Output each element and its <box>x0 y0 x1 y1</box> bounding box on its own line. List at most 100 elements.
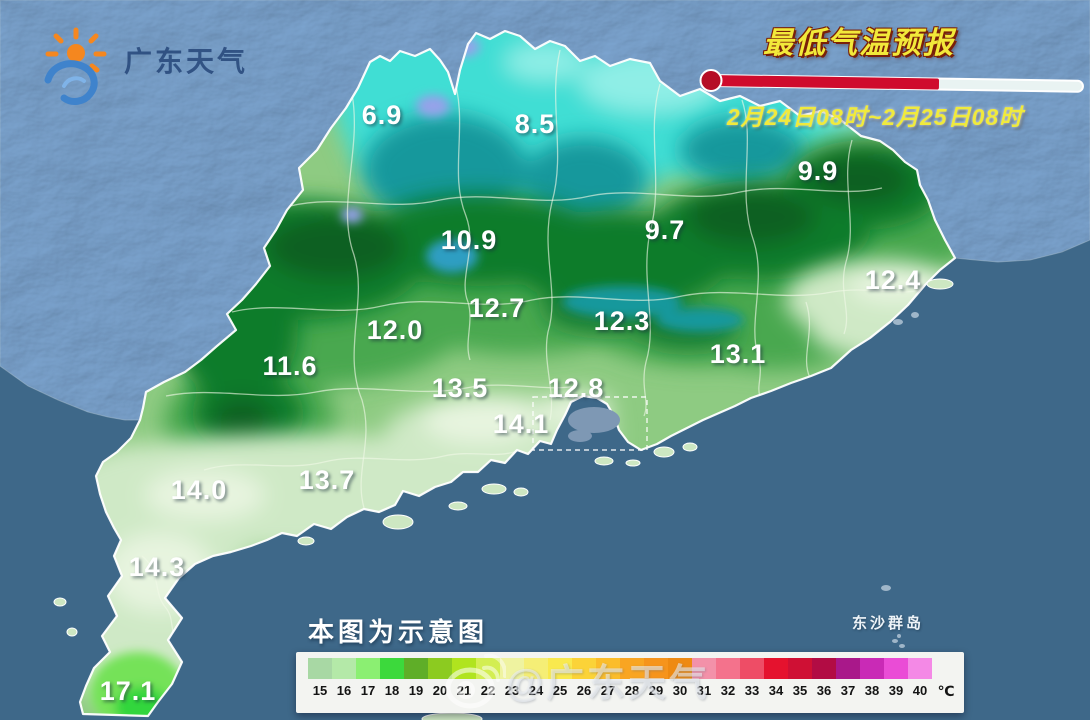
legend-stop-label: 22 <box>480 683 496 698</box>
legend-swatch <box>716 658 740 679</box>
legend-stop-label: 26 <box>576 683 592 698</box>
brand-logo: 广东天气 <box>34 24 248 110</box>
legend-swatch <box>692 658 716 679</box>
temp-value: 14.0 <box>171 475 228 505</box>
legend-stop: 23 <box>500 658 524 698</box>
legend-swatch <box>908 658 932 679</box>
legend-stop-label: 17 <box>360 683 376 698</box>
legend-swatch <box>404 658 428 679</box>
legend-swatch <box>308 658 332 679</box>
legend-stop-label: 34 <box>768 683 784 698</box>
thermometer-graphic <box>688 66 1090 96</box>
legend-stop: 38 <box>860 658 884 698</box>
legend-stop-label: 32 <box>720 683 736 698</box>
legend-swatch <box>548 658 572 679</box>
legend-swatch <box>596 658 620 679</box>
legend-swatch <box>644 658 668 679</box>
legend-stop: 16 <box>332 658 356 698</box>
legend-stop: 40 <box>908 658 932 698</box>
legend-stop-label: 25 <box>552 683 568 698</box>
legend-stop-label: 37 <box>840 683 856 698</box>
legend-swatch <box>620 658 644 679</box>
legend-stop-label: 29 <box>648 683 664 698</box>
legend-swatch <box>452 658 476 679</box>
legend-unit: ℃ <box>937 683 955 699</box>
temp-value: 17.1 <box>100 676 157 706</box>
legend-stop: 19 <box>404 658 428 698</box>
legend-stop-label: 31 <box>696 683 712 698</box>
coastal-islands <box>53 278 954 720</box>
legend-stop: 17 <box>356 658 380 698</box>
province-border <box>78 29 957 718</box>
legend-stop: 33 <box>740 658 764 698</box>
brand-name: 广东天气 <box>124 46 249 77</box>
legend-stop: 24 <box>524 658 548 698</box>
far-islets <box>881 312 919 648</box>
legend-swatch <box>860 658 884 679</box>
legend-swatch <box>428 658 452 679</box>
legend-stop-label: 27 <box>600 683 616 698</box>
temp-value: 8.5 <box>515 109 556 139</box>
legend-stop-label: 15 <box>312 683 328 698</box>
temp-value: 13.1 <box>710 339 767 369</box>
legend-stop-label: 30 <box>672 683 688 698</box>
temp-value: 11.6 <box>262 351 317 381</box>
temperature-labels: 6.9 8.5 9.9 10.9 9.7 12.4 12.7 12.0 12.3… <box>100 100 922 706</box>
legend-stop-label: 19 <box>408 683 424 698</box>
temp-value: 12.8 <box>548 373 605 403</box>
page-title: 最低气温预报 <box>763 27 955 60</box>
legend-stop: 18 <box>380 658 404 698</box>
legend-swatch <box>572 658 596 679</box>
legend-stop: 32 <box>716 658 740 698</box>
temp-value: 12.7 <box>469 293 526 323</box>
legend-stop-label: 23 <box>504 683 520 698</box>
legend-swatch <box>884 658 908 679</box>
legend-stop: 31 <box>692 658 716 698</box>
legend-stop: 36 <box>812 658 836 698</box>
legend-swatch <box>332 658 356 679</box>
legend-stop: 27 <box>596 658 620 698</box>
disclaimer-note: 本图为示意图 <box>308 617 489 647</box>
legend-stop-label: 36 <box>816 683 832 698</box>
temp-value: 13.5 <box>432 373 489 403</box>
temp-value: 6.9 <box>362 100 403 130</box>
forecast-date-range: 2月24日08时~2月25日08时 <box>726 104 1024 130</box>
legend-swatch <box>500 658 524 679</box>
temp-value: 12.0 <box>367 315 424 345</box>
temp-value: 9.7 <box>645 215 686 245</box>
temp-value: 9.9 <box>798 156 839 186</box>
temperature-legend: 15 16 17 18 19 20 21 22 23 24 25 26 27 2… <box>296 652 964 713</box>
legend-stop: 37 <box>836 658 860 698</box>
legend-swatch <box>836 658 860 679</box>
temp-value: 10.9 <box>441 225 498 255</box>
legend-swatch <box>812 658 836 679</box>
legend-stop-label: 40 <box>912 683 928 698</box>
legend-swatch <box>524 658 548 679</box>
legend-stop-label: 21 <box>456 683 472 698</box>
legend-swatch <box>476 658 500 679</box>
legend-stop-label: 20 <box>432 683 448 698</box>
legend-stop: 25 <box>548 658 572 698</box>
temp-value: 12.4 <box>865 265 922 295</box>
legend-swatch <box>788 658 812 679</box>
temp-value: 12.3 <box>594 306 651 336</box>
legend-stop: 39 <box>884 658 908 698</box>
header: 最低气温预报 2月24日08时~2月25日08时 <box>688 18 1090 132</box>
legend-stop: 34 <box>764 658 788 698</box>
hongkong-dashed-box <box>532 396 648 451</box>
county-borders <box>141 49 921 641</box>
legend-stop: 20 <box>428 658 452 698</box>
legend-stop: 22 <box>476 658 500 698</box>
legend-stop-label: 28 <box>624 683 640 698</box>
legend-swatch <box>740 658 764 679</box>
weather-logo-icon <box>44 27 107 105</box>
dongsha-islands-label: 东沙群岛 <box>852 614 924 632</box>
legend-stop: 21 <box>452 658 476 698</box>
legend-stop: 26 <box>572 658 596 698</box>
legend-swatch <box>380 658 404 679</box>
legend-stop-label: 35 <box>792 683 808 698</box>
legend-stop: 29 <box>644 658 668 698</box>
legend-swatch <box>668 658 692 679</box>
